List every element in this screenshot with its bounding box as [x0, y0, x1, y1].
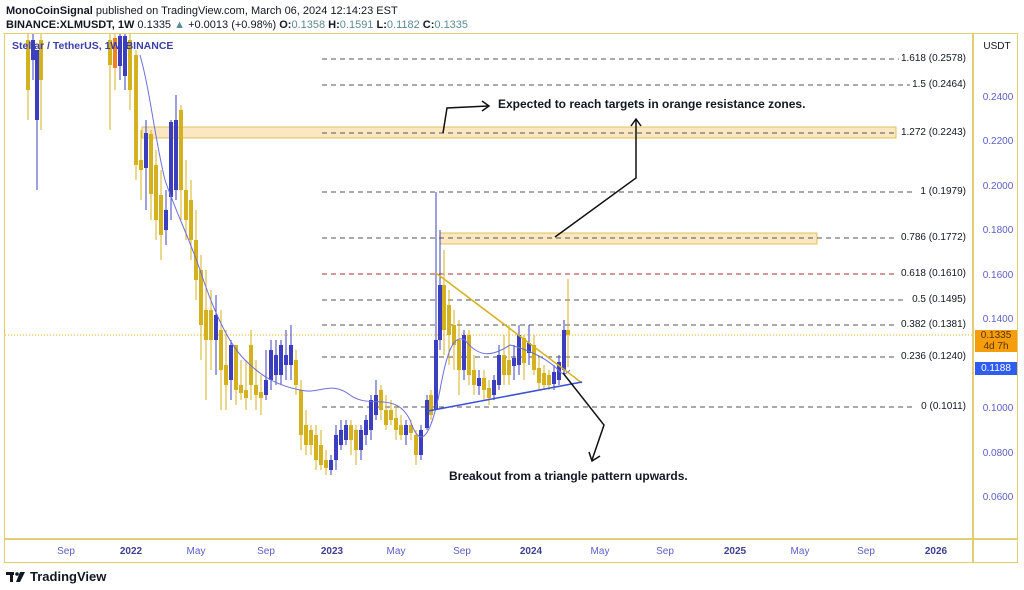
fib-label-1618: 1.618 (0.2578) — [898, 53, 966, 64]
open-value: 0.1358 — [291, 19, 326, 31]
breakout-annotation: Breakout from a triangle pattern upwards… — [449, 469, 688, 483]
ohlc-line: BINANCE:XLMUSDT, 1W 0.1335 ▲ +0.0013 (+0… — [6, 18, 468, 32]
target-arrow-left — [442, 105, 489, 134]
fibonacci-lines — [322, 58, 915, 408]
fib-label-0: 0 (0.1011) — [919, 401, 966, 412]
x-tick-year: 2024 — [519, 546, 543, 557]
tradingview-logo-icon — [6, 571, 25, 582]
low-label: L: — [376, 19, 387, 31]
close-value: 0.1335 — [434, 19, 469, 31]
time-axis-border — [4, 538, 1018, 540]
x-tick-year: 2025 — [723, 546, 747, 557]
chart-legend[interactable]: Stellar / TetherUS, 1W, BINANCE — [12, 40, 174, 52]
brand-name: TradingView — [30, 569, 107, 584]
low-price-badge: 0.1188 — [975, 362, 1017, 375]
x-tick-year: 2023 — [320, 546, 344, 557]
price-axis-border — [972, 33, 974, 563]
fib-label-0382: 0.382 (0.1381) — [898, 319, 966, 330]
fib-label-0236: 0.236 (0.1240) — [898, 351, 966, 362]
price-change: +0.0013 (+0.98%) — [188, 19, 277, 31]
author-name[interactable]: MonoCoinSignal — [6, 5, 93, 17]
x-tick: Sep — [857, 546, 875, 557]
tradingview-branding[interactable]: TradingView — [6, 569, 106, 584]
target-arrow-right — [554, 120, 637, 238]
fib-label-0618: 0.618 (0.1610) — [898, 268, 966, 279]
high-value: 0.1591 — [339, 19, 374, 31]
candles — [26, 34, 570, 475]
breakout-arrow — [562, 372, 605, 461]
y-tick: 0.0600 — [982, 492, 1014, 503]
close-label: C: — [422, 19, 435, 31]
y-tick: 0.0800 — [982, 448, 1014, 459]
fib-label-0786: 0.786 (0.1772) — [898, 232, 966, 243]
symbol-label: BINANCE:XLMUSDT, 1W — [6, 19, 135, 31]
fib-label-05: 0.5 (0.1495) — [910, 294, 966, 305]
publish-header: MonoCoinSignal published on TradingView.… — [6, 4, 468, 32]
x-tick: May — [386, 546, 406, 557]
y-tick: 0.2200 — [982, 136, 1014, 147]
last-price-badge: 0.1335 4d 7h — [975, 330, 1017, 352]
x-tick-year: 2026 — [924, 546, 948, 557]
x-tick: May — [186, 546, 206, 557]
triangle-up-icon: ▲ — [174, 19, 186, 31]
x-tick: May — [790, 546, 810, 557]
bar-countdown: 4d 7h — [983, 341, 1009, 352]
targets-annotation: Expected to reach targets in orange resi… — [498, 97, 806, 111]
moving-average-line — [139, 54, 571, 438]
low-value: 0.1182 — [386, 19, 420, 31]
y-tick: 0.1800 — [982, 225, 1014, 236]
y-tick: 0.1600 — [982, 270, 1014, 281]
chart-frame — [4, 33, 1018, 563]
triangle-lower-line — [427, 381, 583, 412]
y-tick: 0.1400 — [982, 314, 1014, 325]
last-price: 0.1335 — [137, 19, 172, 31]
x-tick: Sep — [57, 546, 75, 557]
fib-label-15: 1.5 (0.2464) — [910, 79, 966, 90]
x-tick: Sep — [656, 546, 674, 557]
currency-unit-label[interactable]: USDT — [980, 38, 1014, 56]
x-tick: Sep — [453, 546, 471, 557]
resistance-zone-upper — [141, 126, 897, 139]
x-tick-year: 2022 — [119, 546, 143, 557]
y-tick: 0.2400 — [982, 92, 1014, 103]
high-label: H: — [328, 19, 340, 31]
y-tick: 0.2000 — [982, 181, 1014, 192]
open-label: O: — [279, 19, 292, 31]
triangle-upper-line — [435, 272, 583, 384]
last-price-value: 0.1335 — [980, 330, 1012, 341]
y-tick: 0.1000 — [982, 403, 1014, 414]
fib-label-1272: 1.272 (0.2243) — [898, 127, 966, 138]
publish-info: published on TradingView.com, March 06, … — [95, 5, 398, 17]
x-tick: Sep — [257, 546, 275, 557]
fib-label-1: 1 (0.1979) — [918, 186, 966, 197]
x-tick: May — [590, 546, 610, 557]
